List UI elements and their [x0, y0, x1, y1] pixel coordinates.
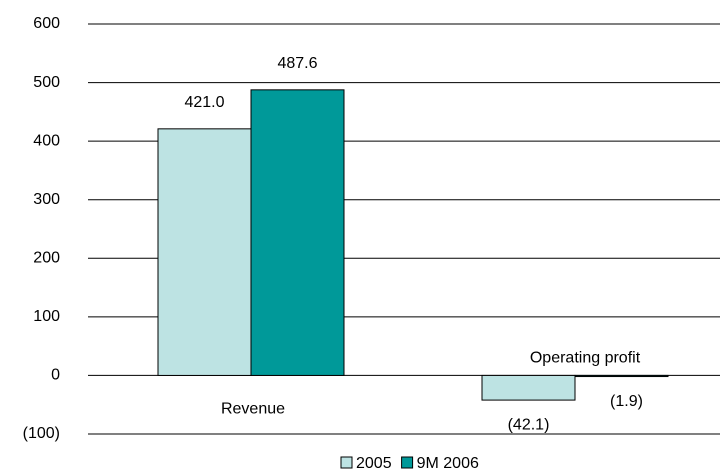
y-tick-label: 200	[33, 250, 60, 267]
y-tick-label: 100	[33, 308, 60, 325]
value-label: (1.9)	[610, 393, 643, 410]
x-tick-label: Operating profit	[530, 350, 641, 367]
y-tick-label: 500	[33, 74, 60, 91]
bar	[481, 374, 576, 401]
y-tick-label: 0	[51, 367, 60, 384]
bar	[574, 374, 669, 378]
legend-label: 2005	[356, 455, 392, 472]
value-label: 487.6	[277, 55, 317, 72]
bar	[157, 128, 252, 376]
legend-swatch	[401, 456, 414, 469]
value-label: 421.0	[184, 94, 224, 111]
value-label: (42.1)	[508, 416, 550, 433]
legend-label: 9M 2006	[417, 455, 479, 472]
y-tick-label: 400	[33, 132, 60, 149]
x-tick-label: Revenue	[221, 401, 285, 418]
y-tick-label: 600	[33, 15, 60, 32]
legend-swatch	[340, 456, 353, 469]
y-tick-label: (100)	[23, 425, 60, 442]
bar	[250, 89, 345, 376]
y-tick-label: 300	[33, 191, 60, 208]
